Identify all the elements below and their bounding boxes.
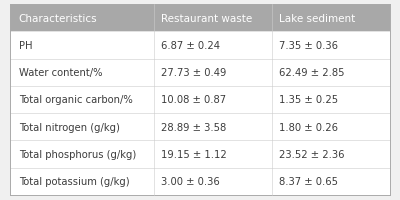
Text: Restaurant waste: Restaurant waste — [162, 14, 253, 24]
Text: PH: PH — [19, 41, 32, 51]
Text: Lake sediment: Lake sediment — [279, 14, 356, 24]
Bar — [10, 168, 154, 195]
Text: Total organic carbon/%: Total organic carbon/% — [19, 95, 132, 105]
Bar — [272, 168, 390, 195]
Text: 23.52 ± 2.36: 23.52 ± 2.36 — [279, 149, 345, 159]
Bar — [272, 59, 390, 86]
Bar — [154, 168, 272, 195]
Bar — [10, 32, 154, 59]
Bar — [154, 59, 272, 86]
Text: 1.80 ± 0.26: 1.80 ± 0.26 — [279, 122, 338, 132]
Bar — [154, 5, 272, 32]
Text: 1.35 ± 0.25: 1.35 ± 0.25 — [279, 95, 338, 105]
Text: Total nitrogen (g/kg): Total nitrogen (g/kg) — [19, 122, 120, 132]
Text: Total phosphorus (g/kg): Total phosphorus (g/kg) — [19, 149, 136, 159]
Bar — [10, 114, 154, 141]
Bar — [10, 59, 154, 86]
Bar — [154, 114, 272, 141]
Text: 7.35 ± 0.36: 7.35 ± 0.36 — [279, 41, 338, 51]
Bar — [154, 141, 272, 168]
Text: 10.08 ± 0.87: 10.08 ± 0.87 — [162, 95, 226, 105]
Bar — [154, 32, 272, 59]
Bar — [10, 86, 154, 114]
Bar — [272, 114, 390, 141]
Bar — [10, 5, 154, 32]
Bar — [272, 141, 390, 168]
Bar — [272, 86, 390, 114]
Text: 19.15 ± 1.12: 19.15 ± 1.12 — [162, 149, 227, 159]
Text: 62.49 ± 2.85: 62.49 ± 2.85 — [279, 68, 345, 78]
Bar — [10, 141, 154, 168]
Text: Water content/%: Water content/% — [19, 68, 102, 78]
Text: Total potassium (g/kg): Total potassium (g/kg) — [19, 176, 129, 186]
Text: Characteristics: Characteristics — [19, 14, 97, 24]
Text: 28.89 ± 3.58: 28.89 ± 3.58 — [162, 122, 227, 132]
Text: 27.73 ± 0.49: 27.73 ± 0.49 — [162, 68, 227, 78]
Text: 6.87 ± 0.24: 6.87 ± 0.24 — [162, 41, 220, 51]
Text: 8.37 ± 0.65: 8.37 ± 0.65 — [279, 176, 338, 186]
Bar — [272, 32, 390, 59]
Bar — [272, 5, 390, 32]
Bar — [154, 86, 272, 114]
Text: 3.00 ± 0.36: 3.00 ± 0.36 — [162, 176, 220, 186]
